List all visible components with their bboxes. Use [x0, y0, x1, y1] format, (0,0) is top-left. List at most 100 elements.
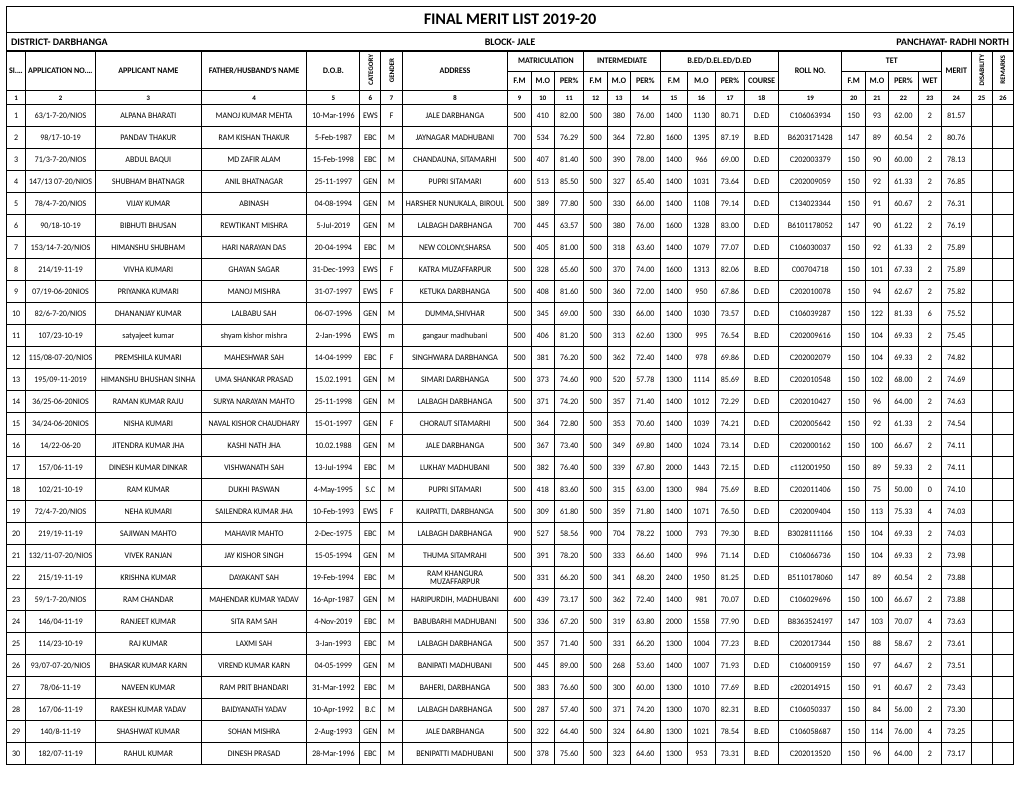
- cell-appno: 82/6-7-20/NIOS: [26, 303, 96, 325]
- colnum: 7: [381, 91, 402, 105]
- cell-merit: 75.52: [941, 303, 971, 325]
- cell-addr: BENIPATTI MADHUBANI: [402, 743, 508, 765]
- cell-dob: 10.02.1988: [307, 435, 360, 457]
- cell-mper: 82.00: [554, 105, 584, 127]
- cell-addr: HARIPURDIH, MADHUBANI: [402, 589, 508, 611]
- cell-father: RAM KISHAN THAKUR: [201, 127, 307, 149]
- cell-dis: [971, 325, 992, 347]
- cell-name: RANJEET KUMAR: [95, 611, 201, 633]
- cell-sl: 4: [7, 171, 26, 193]
- cell-mfm: 500: [508, 281, 531, 303]
- colnum: 6: [360, 91, 381, 105]
- cell-addr: BAHERI, DARBHANGA: [402, 677, 508, 699]
- cell-cat: GEN: [360, 369, 381, 391]
- cell-tfm: 150: [842, 391, 865, 413]
- cell-imo: 318: [607, 237, 630, 259]
- cell-gen: M: [381, 721, 402, 743]
- cell-tper: 61.33: [889, 237, 919, 259]
- colnum: 3: [95, 91, 201, 105]
- cell-cat: EWS: [360, 281, 381, 303]
- th-gender: GENDER: [381, 52, 402, 91]
- cell-dob: 15-Feb-1998: [307, 149, 360, 171]
- cell-cat: EBC: [360, 633, 381, 655]
- cell-wet: 2: [918, 215, 941, 237]
- cell-tmo: 92: [865, 171, 888, 193]
- colnum: 20: [842, 91, 865, 105]
- cell-wet: 2: [918, 655, 941, 677]
- cell-tmo: 89: [865, 567, 888, 589]
- cell-mfm: 600: [508, 589, 531, 611]
- cell-tper: 68.00: [889, 369, 919, 391]
- cell-bmo: 1395: [688, 127, 716, 149]
- cell-father: DAYAKANT SAH: [201, 567, 307, 589]
- cell-bper: 73.64: [715, 171, 745, 193]
- colnum: 15: [660, 91, 688, 105]
- cell-bfm: 1400: [660, 303, 688, 325]
- cell-sl: 30: [7, 743, 26, 765]
- cell-bfm: 1600: [660, 215, 688, 237]
- cell-merit: 73.25: [941, 721, 971, 743]
- th-tet: TET: [842, 52, 941, 72]
- cell-tfm: 150: [842, 303, 865, 325]
- cell-iper: 66.00: [630, 303, 660, 325]
- cell-appno: 102/21-10-19: [26, 479, 96, 501]
- cell-name: VIVHA KUMARI: [95, 259, 201, 281]
- cell-merit: 74.63: [941, 391, 971, 413]
- cell-course: D.ED: [745, 567, 779, 589]
- cell-bfm: 1300: [660, 325, 688, 347]
- cell-sl: 16: [7, 435, 26, 457]
- cell-iper: 76.00: [630, 105, 660, 127]
- cell-roll: C202005642: [779, 413, 842, 435]
- cell-imo: 333: [607, 545, 630, 567]
- cell-roll: C00704718: [779, 259, 842, 281]
- cell-gen: M: [381, 479, 402, 501]
- cell-course: B.ED: [745, 677, 779, 699]
- cell-appno: 107/23-10-19: [26, 325, 96, 347]
- cell-name: HIMANSHU BHUSHAN SINHA: [95, 369, 201, 391]
- cell-mfm: 700: [508, 215, 531, 237]
- cell-bfm: 1400: [660, 391, 688, 413]
- cell-sl: 18: [7, 479, 26, 501]
- cell-mper: 73.17: [554, 589, 584, 611]
- th-m-mo: M.O: [531, 71, 554, 91]
- cell-dis: [971, 567, 992, 589]
- cell-name: RAMAN KUMAR RAJU: [95, 391, 201, 413]
- table-row: 25114/23-10-19RAJ KUMARLAXMI SAH3-Jan-19…: [7, 633, 1014, 655]
- cell-merit: 74.11: [941, 457, 971, 479]
- cell-bfm: 1400: [660, 281, 688, 303]
- colnum: 23: [918, 91, 941, 105]
- cell-father: NAVAL KISHOR CHAUDHARY: [201, 413, 307, 435]
- cell-bfm: 2000: [660, 611, 688, 633]
- colnum: 2: [26, 91, 96, 105]
- cell-tper: 56.00: [889, 699, 919, 721]
- cell-rem: [992, 435, 1013, 457]
- cell-bfm: 1600: [660, 259, 688, 281]
- cell-bfm: 1400: [660, 171, 688, 193]
- cell-course: B.ED: [745, 259, 779, 281]
- cell-bper: 73.57: [715, 303, 745, 325]
- cell-ifm: 500: [584, 633, 607, 655]
- th-t-per: PER%: [889, 71, 919, 91]
- cell-dob: 10-Feb-1993: [307, 501, 360, 523]
- cell-appno: 114/23-10-19: [26, 633, 96, 655]
- cell-ifm: 500: [584, 149, 607, 171]
- cell-tper: 69.33: [889, 523, 919, 545]
- cell-mmo: 331: [531, 567, 554, 589]
- cell-dob: 4-Nov-2019: [307, 611, 360, 633]
- cell-wet: 2: [918, 413, 941, 435]
- cell-bmo: 1007: [688, 655, 716, 677]
- cell-tper: 61.33: [889, 171, 919, 193]
- table-row: 28167/06-11-19RAKESH KUMAR YADAVBAIDYANA…: [7, 699, 1014, 721]
- th-i-per: PER%: [630, 71, 660, 91]
- cell-course: D.ED: [745, 457, 779, 479]
- cell-bfm: 1300: [660, 677, 688, 699]
- cell-mfm: 500: [508, 743, 531, 765]
- cell-roll: B3028111166: [779, 523, 842, 545]
- cell-bfm: 1400: [660, 149, 688, 171]
- cell-rem: [992, 501, 1013, 523]
- colnum: 12: [584, 91, 607, 105]
- colnum: 18: [745, 91, 779, 105]
- cell-mper: 76.60: [554, 677, 584, 699]
- cell-bmo: 1012: [688, 391, 716, 413]
- cell-mmo: 445: [531, 215, 554, 237]
